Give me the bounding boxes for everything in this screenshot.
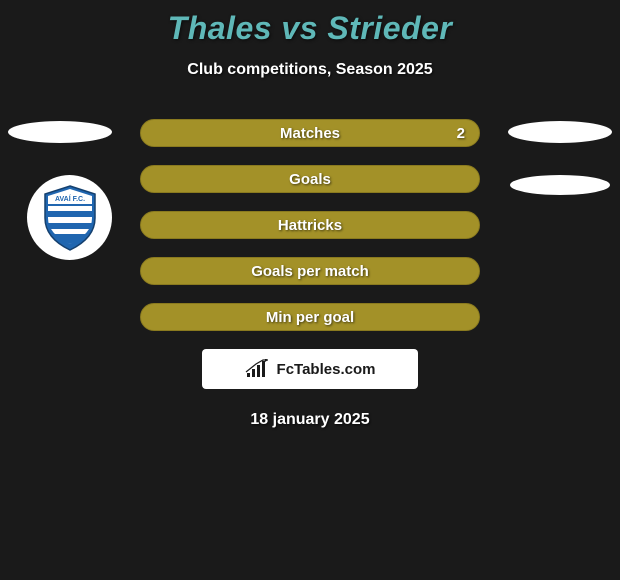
attribution-text: FcTables.com xyxy=(277,361,376,378)
subtitle: Club competitions, Season 2025 xyxy=(0,61,620,79)
placeholder-ellipse-right-1 xyxy=(508,121,612,143)
stat-label: Matches xyxy=(280,125,340,142)
page-title: Thales vs Strieder xyxy=(0,0,620,47)
stat-label: Hattricks xyxy=(278,217,342,234)
stat-label: Goals per match xyxy=(251,263,369,280)
stat-row-goals: Goals xyxy=(140,165,480,193)
placeholder-ellipse-left xyxy=(8,121,112,143)
svg-text:AVAÍ F.C.: AVAÍ F.C. xyxy=(54,194,84,203)
placeholder-ellipse-right-2 xyxy=(510,175,610,195)
stats-list: Matches 2 Goals Hattricks Goals per matc… xyxy=(140,119,480,331)
stat-label: Min per goal xyxy=(266,309,354,326)
stat-row-goals-per-match: Goals per match xyxy=(140,257,480,285)
stat-label: Goals xyxy=(289,171,331,188)
stat-row-min-per-goal: Min per goal xyxy=(140,303,480,331)
stat-value: 2 xyxy=(457,125,465,142)
stat-row-matches: Matches 2 xyxy=(140,119,480,147)
content-area: AVAÍ F.C. Matches 2 Goals Hattricks Goal… xyxy=(0,119,620,429)
stat-row-hattricks: Hattricks xyxy=(140,211,480,239)
attribution-badge: FcTables.com xyxy=(202,349,418,389)
date-label: 18 january 2025 xyxy=(0,411,620,429)
shield-icon: AVAÍ F.C. xyxy=(39,184,101,252)
chart-icon xyxy=(245,359,271,379)
club-badge: AVAÍ F.C. xyxy=(27,175,112,260)
